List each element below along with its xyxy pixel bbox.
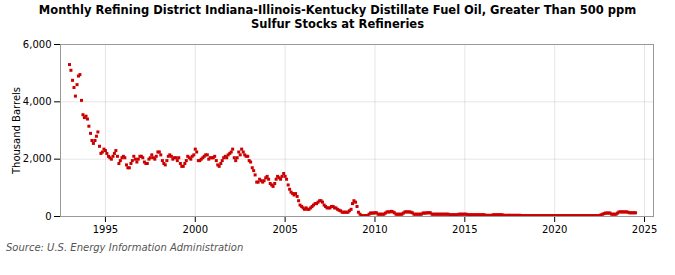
html-text:Monthly Refining District Indi: Monthly Refining District Indiana-Illino… xyxy=(38,3,637,32)
svg-text:6,000: 6,000 xyxy=(23,38,52,49)
svg-text:2,000: 2,000 xyxy=(23,153,52,164)
svg-text:4,000: 4,000 xyxy=(23,96,52,107)
html-text:Source: U.S. Energy Informatio: Source: U.S. Energy Information Administ… xyxy=(6,241,244,253)
svg-text:2025: 2025 xyxy=(632,223,657,234)
svg-text:2000: 2000 xyxy=(183,223,208,234)
svg-text:2005: 2005 xyxy=(272,223,297,234)
svg-text:2020: 2020 xyxy=(542,223,567,234)
svg-text:Thousand Barrels: Thousand Barrels xyxy=(11,87,22,175)
svg-text:2010: 2010 xyxy=(362,223,387,234)
svg-text:2015: 2015 xyxy=(452,223,477,234)
svg-text:1995: 1995 xyxy=(93,223,118,234)
svg-text:0: 0 xyxy=(45,210,51,221)
